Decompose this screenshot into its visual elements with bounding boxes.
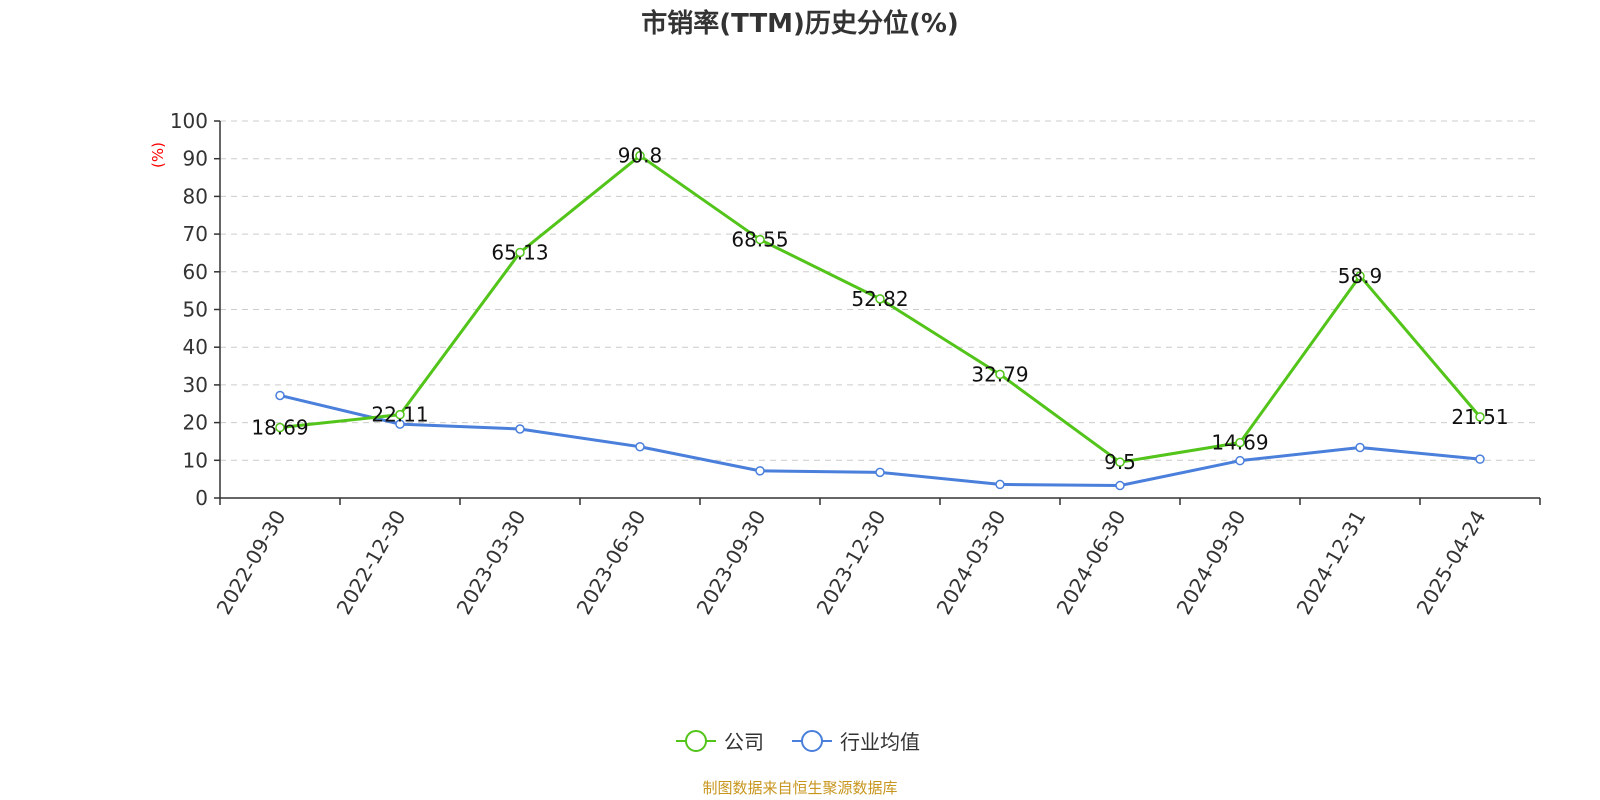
y-tick-label: 100 xyxy=(170,109,208,133)
x-tick-label: 2024-12-31 xyxy=(1291,506,1370,619)
x-tick-label: 2022-12-30 xyxy=(331,506,410,619)
data-point xyxy=(1235,437,1245,448)
y-tick-label: 10 xyxy=(183,448,208,472)
x-tick-label: 2024-09-30 xyxy=(1171,506,1250,619)
y-tick-label: 0 xyxy=(195,486,208,510)
data-point xyxy=(1235,455,1245,466)
legend-label: 公司 xyxy=(724,730,764,754)
x-tick-label: 2023-06-30 xyxy=(571,506,650,619)
y-tick-label: 90 xyxy=(183,147,208,171)
y-tick-label: 50 xyxy=(183,298,208,322)
data-label: 58.9 xyxy=(1338,264,1383,288)
legend: 公司 行业均值 xyxy=(676,730,920,754)
grid-lines xyxy=(220,120,1540,461)
data-label: 14.69 xyxy=(1211,431,1268,455)
data-point xyxy=(1115,480,1125,491)
x-tick-label: 2022-09-30 xyxy=(211,506,290,619)
legend-marker-circle xyxy=(685,730,707,752)
data-point xyxy=(1115,457,1125,467)
x-tick-label: 2024-03-30 xyxy=(931,506,1010,619)
x-tick-label: 2023-09-30 xyxy=(691,506,770,619)
data-label: 22.11 xyxy=(371,403,428,427)
x-tick-label: 2023-12-30 xyxy=(811,506,890,619)
data-point xyxy=(1475,412,1485,422)
y-tick-label: 40 xyxy=(183,335,208,359)
data-point xyxy=(755,234,765,245)
y-tick-label: 70 xyxy=(183,222,208,246)
y-tick-label: 60 xyxy=(183,260,208,284)
data-point xyxy=(1355,271,1365,281)
data-point xyxy=(635,441,645,452)
legend-item[interactable]: 公司 xyxy=(676,730,764,754)
y-tick-label: 80 xyxy=(183,184,208,208)
data-point xyxy=(635,150,645,161)
data-label: 9.5 xyxy=(1104,450,1136,474)
data-point xyxy=(995,479,1005,490)
x-tick-label: 2023-03-30 xyxy=(451,506,530,619)
axes: 0 10 20 30 40 50 60 70 80 90 100(%) 2022-09-30 2022-… xyxy=(149,109,1541,619)
data-label: 65.13 xyxy=(491,240,548,264)
data-point xyxy=(1475,454,1485,464)
data-point xyxy=(275,390,285,401)
data-label: 18.69 xyxy=(251,416,308,440)
data-label: 90.8 xyxy=(618,144,663,168)
data-labels: 18.69 22.11 65.13 90.8 68.55 52.82 32.79 9.5 14.… xyxy=(251,144,1508,475)
legend-marker-circle xyxy=(801,730,823,752)
legend-item[interactable]: 行业均值 xyxy=(792,730,920,754)
data-point xyxy=(755,466,765,476)
data-point xyxy=(995,369,1005,380)
legend-label: 行业均值 xyxy=(840,730,920,754)
data-label: 21.51 xyxy=(1451,405,1508,429)
y-tick-label: 30 xyxy=(183,373,208,397)
data-point xyxy=(515,247,525,258)
series-lines xyxy=(275,150,1485,491)
data-label: 68.55 xyxy=(731,228,788,252)
data-point xyxy=(875,294,885,304)
data-label: 52.82 xyxy=(851,287,908,311)
data-point xyxy=(875,467,885,478)
data-point xyxy=(395,409,405,420)
y-tick-label: 20 xyxy=(183,411,208,435)
data-point xyxy=(395,419,405,429)
data-point xyxy=(1355,442,1365,453)
data-point xyxy=(515,424,525,434)
y-axis-label: (%) xyxy=(149,142,167,168)
source-caption: 制图数据来自恒生聚源数据库 xyxy=(702,779,897,797)
chart-title: 市销率(TTM)历史分位(%) xyxy=(641,8,959,39)
data-point xyxy=(275,422,285,433)
x-tick-label: 2024-06-30 xyxy=(1051,506,1130,619)
x-tick-label: 2025-04-24 xyxy=(1411,506,1490,619)
data-label: 32.79 xyxy=(971,362,1028,386)
